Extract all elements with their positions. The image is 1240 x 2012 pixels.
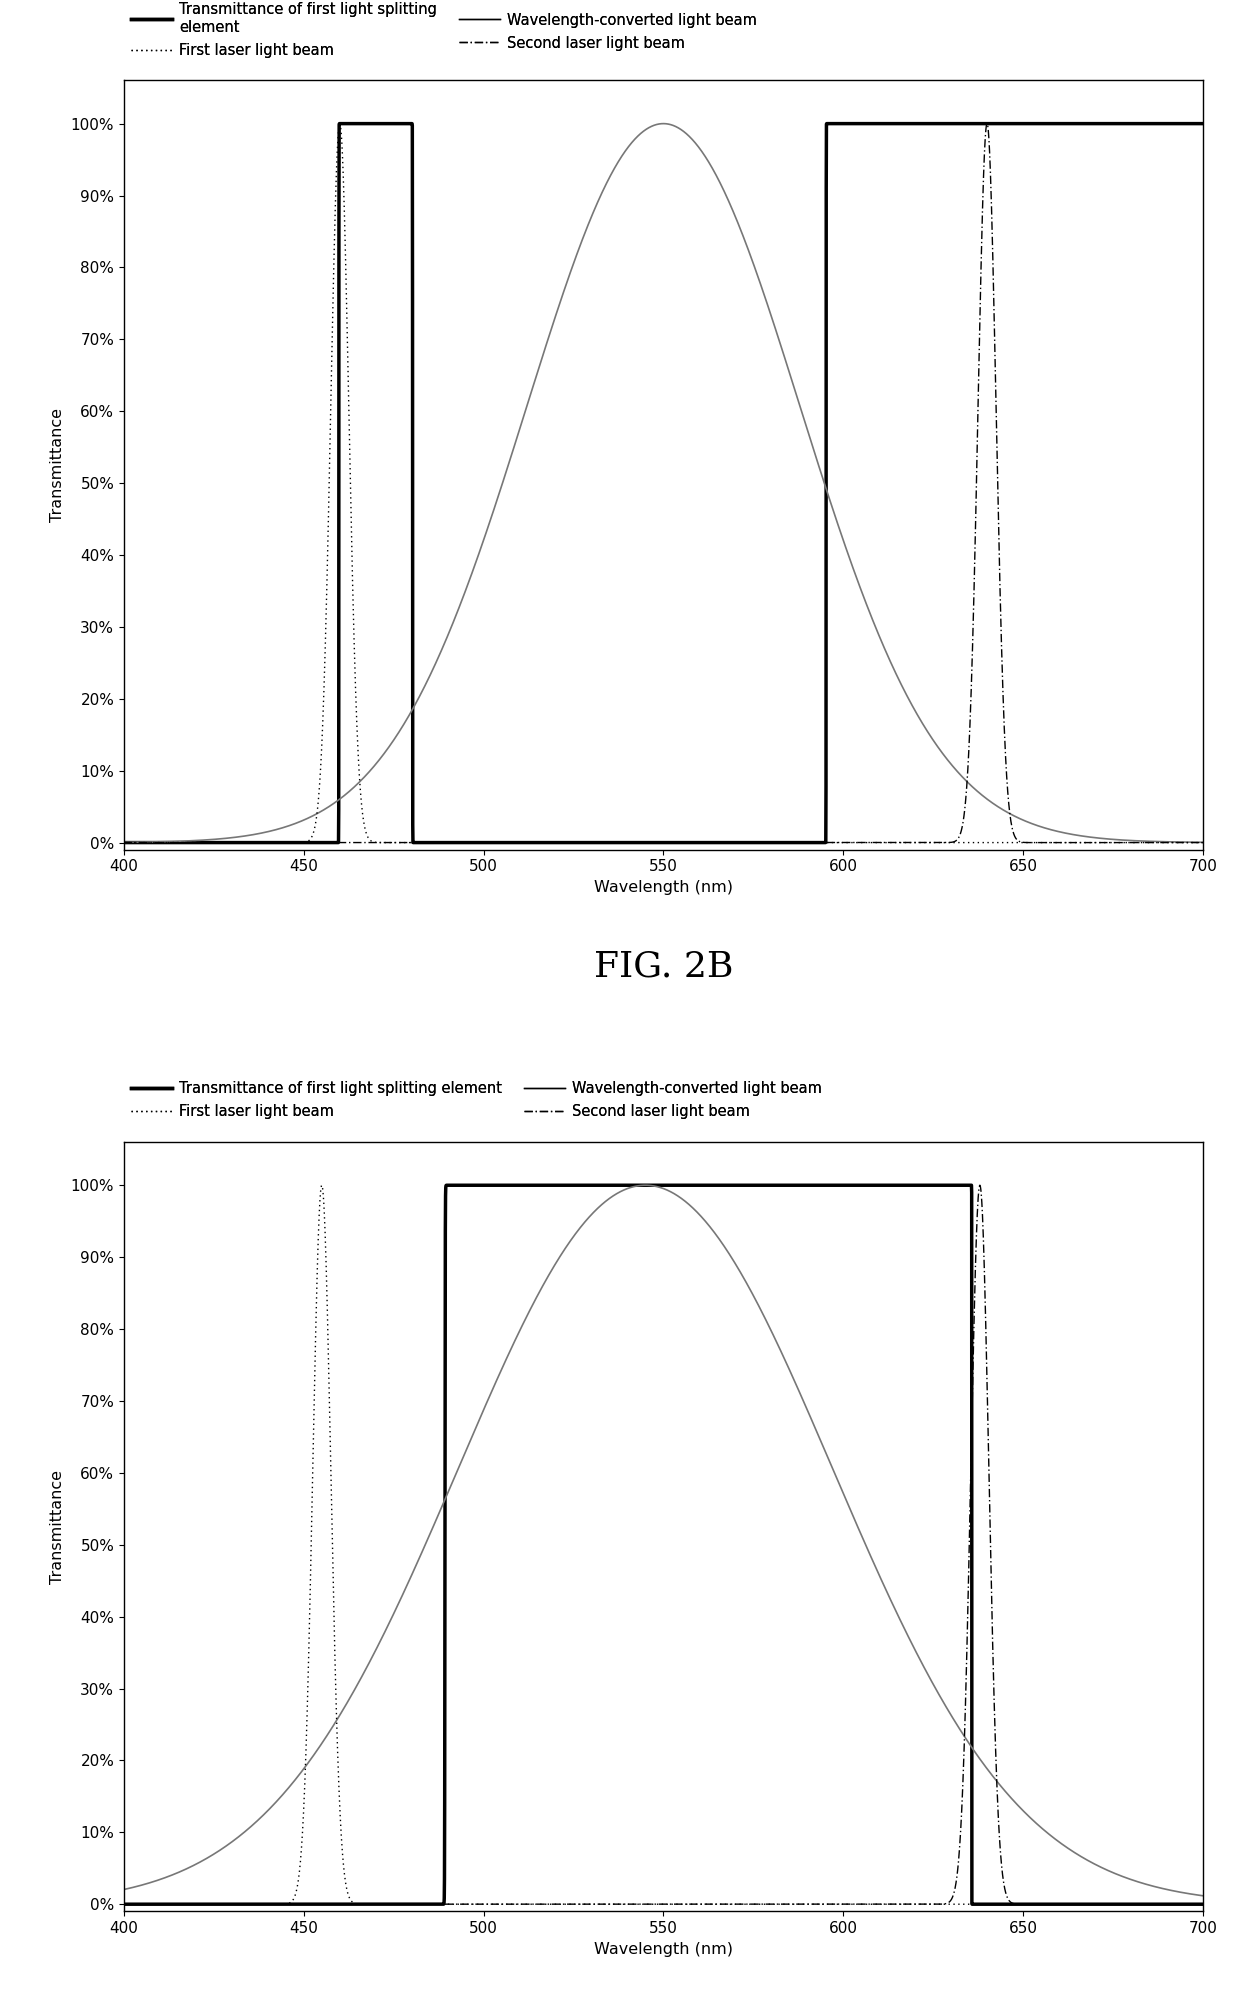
X-axis label: Wavelength (nm): Wavelength (nm) [594, 879, 733, 895]
Y-axis label: Transmittance: Transmittance [51, 1469, 66, 1583]
Text: FIG. 2B: FIG. 2B [594, 950, 733, 984]
Legend: Transmittance of first light splitting
element, First laser light beam, Waveleng: Transmittance of first light splitting e… [131, 2, 758, 58]
X-axis label: Wavelength (nm): Wavelength (nm) [594, 1942, 733, 1958]
Legend: Transmittance of first light splitting element, First laser light beam, Waveleng: Transmittance of first light splitting e… [131, 1080, 822, 1119]
Y-axis label: Transmittance: Transmittance [51, 408, 66, 523]
